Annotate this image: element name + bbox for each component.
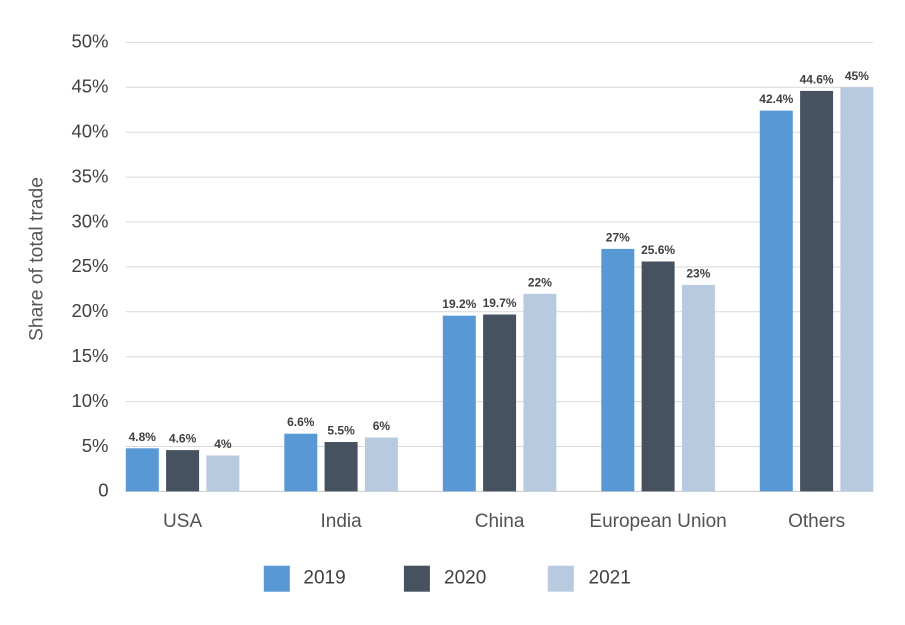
svg-text:50%: 50% — [71, 31, 108, 52]
svg-text:European Union: European Union — [589, 511, 726, 532]
svg-text:25.6%: 25.6% — [641, 243, 675, 257]
svg-text:35%: 35% — [71, 165, 108, 186]
svg-text:44.6%: 44.6% — [800, 72, 834, 86]
svg-text:25%: 25% — [71, 255, 108, 276]
svg-text:Share of total trade: Share of total trade — [27, 177, 48, 341]
svg-text:China: China — [475, 511, 525, 532]
svg-text:4.6%: 4.6% — [169, 432, 197, 446]
svg-text:4%: 4% — [214, 437, 232, 451]
svg-text:19.7%: 19.7% — [483, 296, 517, 310]
svg-text:22%: 22% — [528, 275, 552, 289]
svg-text:2020: 2020 — [444, 568, 486, 589]
svg-text:15%: 15% — [71, 345, 108, 366]
svg-text:42.4%: 42.4% — [759, 92, 793, 106]
svg-text:Others: Others — [788, 511, 845, 532]
svg-text:India: India — [320, 511, 362, 532]
svg-text:45%: 45% — [71, 76, 108, 97]
svg-text:6.6%: 6.6% — [287, 415, 315, 429]
svg-text:0: 0 — [98, 480, 108, 501]
svg-text:30%: 30% — [71, 210, 108, 231]
svg-text:40%: 40% — [71, 121, 108, 142]
svg-text:5%: 5% — [82, 435, 109, 456]
svg-text:27%: 27% — [606, 230, 630, 244]
svg-text:10%: 10% — [71, 390, 108, 411]
svg-text:45%: 45% — [845, 69, 869, 83]
svg-text:20%: 20% — [71, 300, 108, 321]
svg-text:6%: 6% — [373, 419, 391, 433]
svg-text:2021: 2021 — [589, 568, 631, 589]
svg-text:5.5%: 5.5% — [327, 424, 355, 438]
svg-text:4.8%: 4.8% — [129, 430, 157, 444]
svg-text:USA: USA — [163, 511, 202, 532]
svg-text:2019: 2019 — [303, 568, 345, 589]
svg-text:19.2%: 19.2% — [442, 297, 476, 311]
svg-text:23%: 23% — [686, 266, 710, 280]
